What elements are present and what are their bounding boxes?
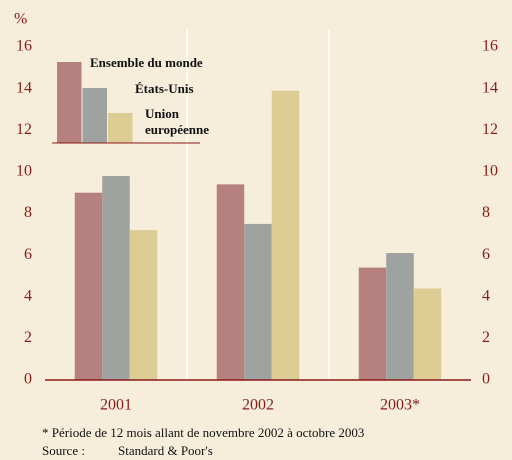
legend-line: Union xyxy=(145,106,182,121)
y-tick-label: 2 xyxy=(24,329,32,346)
footnote: * Période de 12 mois allant de novembre … xyxy=(42,425,364,440)
y-tick-label: 0 xyxy=(24,371,32,388)
y2-tick-label: 10 xyxy=(482,163,498,180)
y2-tick-label: 4 xyxy=(482,287,490,304)
bar xyxy=(74,192,103,380)
y-tick-label: 16 xyxy=(16,38,32,55)
bar xyxy=(102,176,130,380)
legend-label: Ensemble du monde xyxy=(90,55,203,70)
y-tick-label: 12 xyxy=(16,121,32,138)
bar xyxy=(244,223,272,380)
x-tick-label: 2001 xyxy=(100,397,132,414)
x-tick-label: 2003* xyxy=(380,397,420,414)
y2-tick-label: 12 xyxy=(482,121,498,138)
x-tick-label: 2002 xyxy=(242,397,274,414)
y2-tick-label: 8 xyxy=(482,204,490,221)
source: Standard & Poor's xyxy=(118,443,213,458)
legend-swatch xyxy=(108,113,133,143)
bar xyxy=(358,267,387,380)
legend-swatch xyxy=(82,88,107,143)
y2-tick-label: 16 xyxy=(482,38,498,55)
legend-swatch xyxy=(57,62,82,143)
y-tick-label: 8 xyxy=(24,204,32,221)
legend-line: européenne xyxy=(145,122,209,137)
bar xyxy=(386,253,414,380)
legend-label: États-Unis xyxy=(135,81,194,96)
bar xyxy=(413,288,442,380)
y-tick-label: 4 xyxy=(24,287,32,304)
y2-tick-label: 0 xyxy=(482,371,490,388)
y-tick-label: 6 xyxy=(24,246,32,263)
source-label: Source : xyxy=(42,443,85,458)
y2-tick-label: 14 xyxy=(482,79,498,96)
y2-tick-label: 6 xyxy=(482,246,490,263)
bar xyxy=(216,184,245,380)
y-unit: % xyxy=(14,11,27,28)
legend-label: Union européenne xyxy=(145,106,209,137)
bar xyxy=(271,90,300,381)
y-tick-label: 14 xyxy=(16,79,32,96)
y-tick-label: 10 xyxy=(16,163,32,180)
bar xyxy=(129,230,158,380)
y2-tick-label: 2 xyxy=(482,329,490,346)
